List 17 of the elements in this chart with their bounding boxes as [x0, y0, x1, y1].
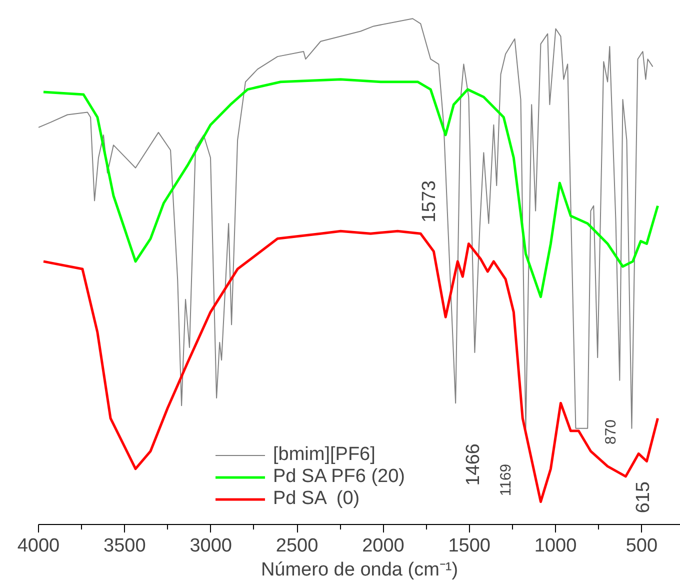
x-tick-label: 1500	[448, 536, 491, 556]
legend-label: Pd SA PF6 (20)	[273, 466, 406, 488]
x-tick-label: 3000	[190, 536, 232, 556]
annotation: 1169	[498, 464, 515, 496]
x-tick-label: 2000	[362, 536, 404, 556]
x-tick-label: 3500	[104, 536, 146, 556]
legend-label: Pd SA (0)	[273, 488, 360, 510]
x-tick-label: 2500	[276, 536, 318, 556]
annotation: 615	[632, 481, 654, 514]
annotation: 1466	[462, 444, 484, 486]
legend-label: [bmim][PF6]	[273, 444, 376, 466]
x-tick-label: 1000	[534, 536, 577, 556]
x-tick-label: 500	[626, 536, 658, 556]
annotation: 1573	[419, 180, 440, 223]
x-tick-label: 4000	[17, 536, 60, 556]
annotation: 870	[602, 419, 620, 445]
x-axis-title: Número de onda (cm⁻¹)	[260, 560, 458, 580]
